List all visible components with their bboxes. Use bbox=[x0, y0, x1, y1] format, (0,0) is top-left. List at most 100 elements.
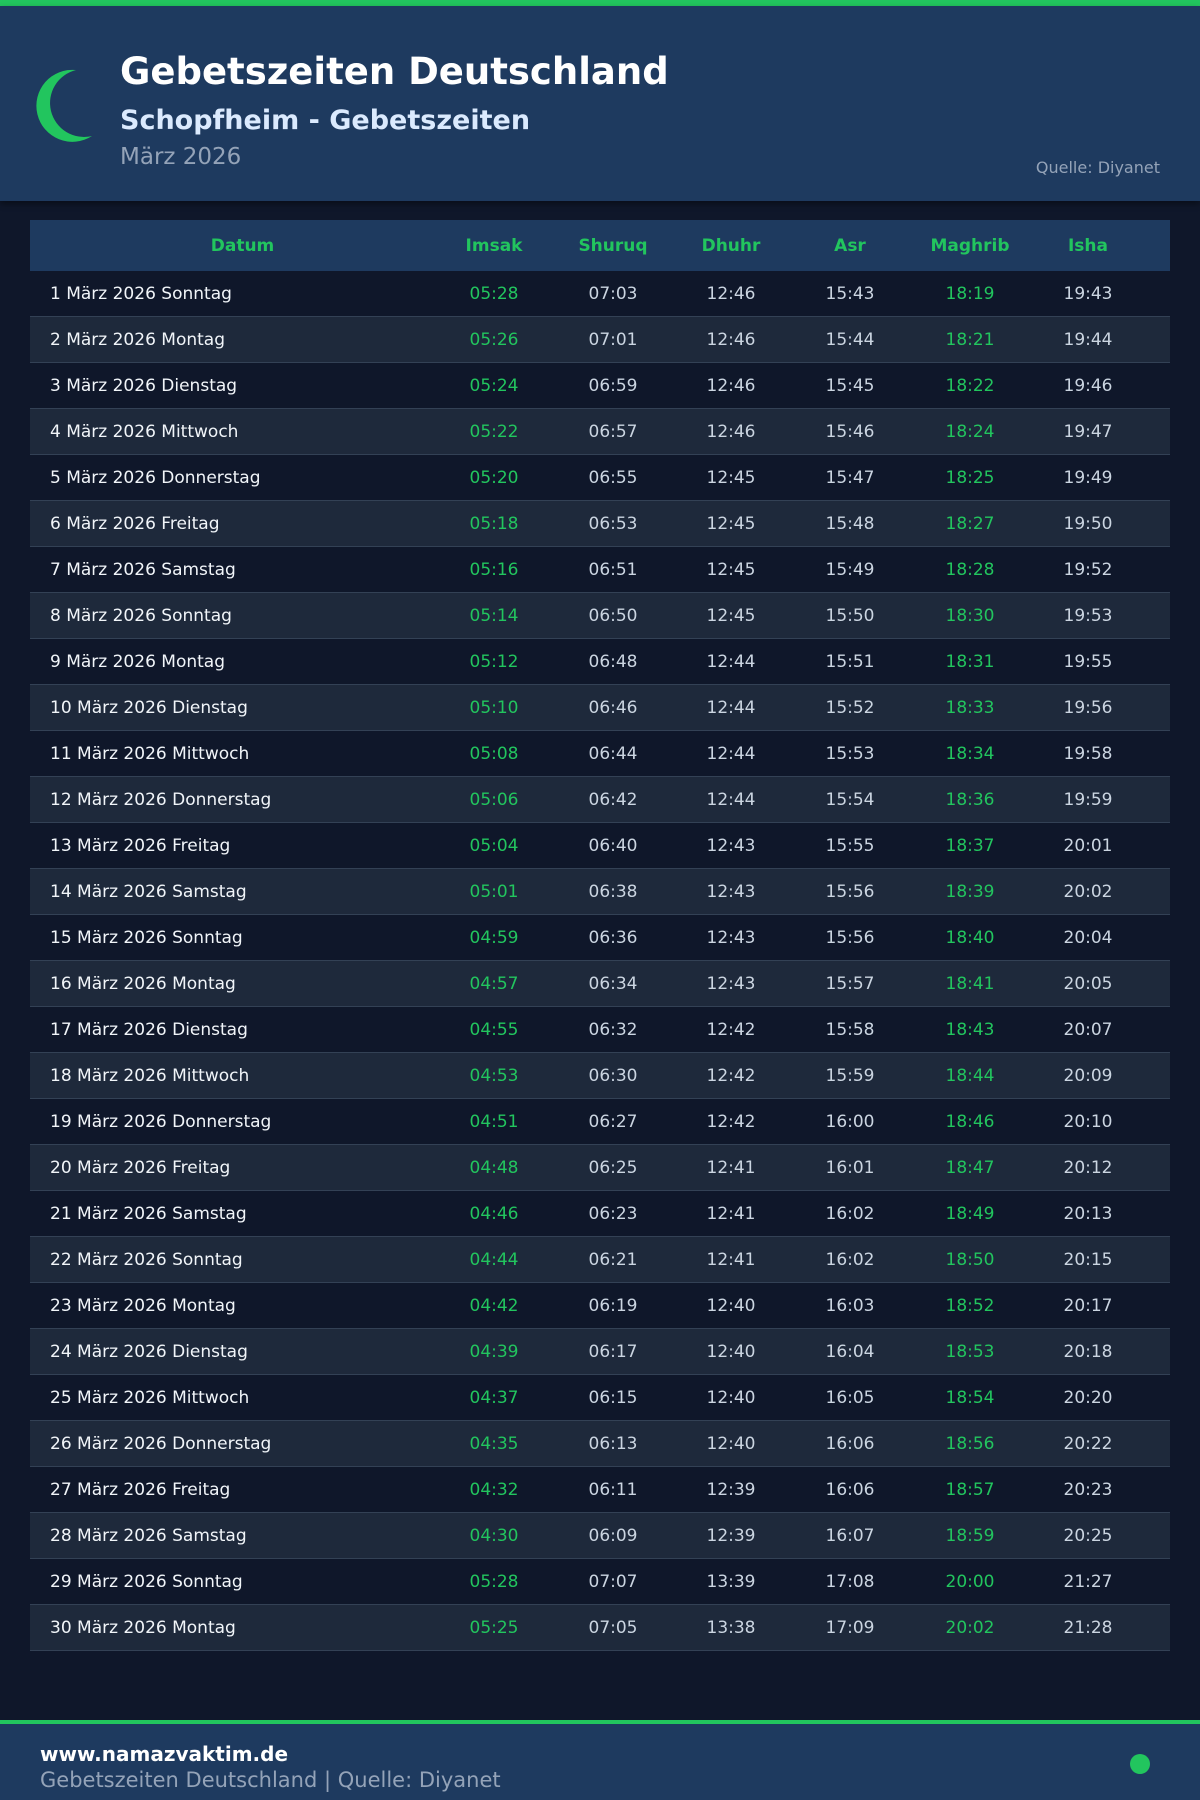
cell-shuruq: 06:13 bbox=[588, 1433, 638, 1454]
cell-shuruq: 06:53 bbox=[588, 513, 638, 534]
cell-isha: 20:22 bbox=[1063, 1433, 1113, 1454]
cell-asr: 15:49 bbox=[825, 559, 875, 580]
cell-dhuhr: 12:41 bbox=[706, 1157, 756, 1178]
prayer-times-table: Datum Imsak Shuruq Dhuhr Asr Maghrib Ish… bbox=[30, 220, 1170, 1651]
cell-maghrib: 18:39 bbox=[945, 881, 995, 902]
cell-date: 15 März 2026 Sonntag bbox=[50, 927, 243, 948]
cell-asr: 15:53 bbox=[825, 743, 875, 764]
cell-date: 3 März 2026 Dienstag bbox=[50, 375, 238, 396]
cell-isha: 19:46 bbox=[1063, 375, 1113, 396]
cell-date: 30 März 2026 Montag bbox=[50, 1617, 236, 1638]
cell-maghrib: 18:25 bbox=[945, 467, 995, 488]
cell-shuruq: 06:15 bbox=[588, 1387, 638, 1408]
cell-shuruq: 07:07 bbox=[588, 1571, 638, 1592]
cell-asr: 16:06 bbox=[825, 1479, 875, 1500]
cell-shuruq: 06:27 bbox=[588, 1111, 638, 1132]
cell-shuruq: 07:05 bbox=[588, 1617, 638, 1638]
crescent-moon-icon bbox=[36, 69, 92, 142]
cell-date: 5 März 2026 Donnerstag bbox=[50, 467, 261, 488]
cell-imsak: 05:04 bbox=[469, 835, 519, 856]
table-row: 12 März 2026 Donnerstag 05:06 06:42 12:44 15… bbox=[30, 777, 1170, 823]
table-row: 19 März 2026 Donnerstag 04:51 06:27 12:42 16… bbox=[30, 1099, 1170, 1145]
cell-dhuhr: 13:39 bbox=[706, 1571, 756, 1592]
cell-imsak: 04:35 bbox=[469, 1433, 519, 1454]
cell-date: 13 März 2026 Freitag bbox=[50, 835, 231, 856]
cell-date: 6 März 2026 Freitag bbox=[50, 513, 220, 534]
cell-date: 27 März 2026 Freitag bbox=[50, 1479, 231, 1500]
cell-imsak: 05:25 bbox=[469, 1617, 519, 1638]
table-row: 6 März 2026 Freitag 05:18 06:53 12:45 15:48 1… bbox=[30, 501, 1170, 547]
cell-maghrib: 18:57 bbox=[945, 1479, 995, 1500]
cell-date: 16 März 2026 Montag bbox=[50, 973, 236, 994]
cell-isha: 20:01 bbox=[1063, 835, 1113, 856]
cell-shuruq: 06:51 bbox=[588, 559, 638, 580]
table-row: 15 März 2026 Sonntag 04:59 06:36 12:43 15:56… bbox=[30, 915, 1170, 961]
table-row: 1 März 2026 Sonntag 05:28 07:03 12:46 15:43 1… bbox=[30, 271, 1170, 317]
cell-asr: 15:44 bbox=[825, 329, 875, 350]
cell-maghrib: 18:28 bbox=[945, 559, 995, 580]
cell-maghrib: 18:30 bbox=[945, 605, 995, 626]
cell-imsak: 04:39 bbox=[469, 1341, 519, 1362]
cell-imsak: 04:46 bbox=[469, 1203, 519, 1224]
source-label: Quelle: Diyanet bbox=[1035, 158, 1160, 177]
cell-asr: 16:04 bbox=[825, 1341, 875, 1362]
cell-asr: 15:51 bbox=[825, 651, 875, 672]
cell-dhuhr: 12:46 bbox=[706, 329, 756, 350]
cell-asr: 15:58 bbox=[825, 1019, 875, 1040]
cell-shuruq: 06:46 bbox=[588, 697, 638, 718]
cell-isha: 19:58 bbox=[1063, 743, 1113, 764]
footer: www.namazvaktim.de Gebetszeiten Deutschl… bbox=[0, 1720, 1200, 1800]
cell-imsak: 05:12 bbox=[469, 651, 519, 672]
cell-dhuhr: 12:43 bbox=[706, 881, 756, 902]
table-row: 13 März 2026 Freitag 05:04 06:40 12:43 15:55… bbox=[30, 823, 1170, 869]
cell-dhuhr: 12:40 bbox=[706, 1295, 756, 1316]
cell-shuruq: 06:32 bbox=[588, 1019, 638, 1040]
cell-imsak: 05:26 bbox=[469, 329, 519, 350]
cell-date: 24 März 2026 Dienstag bbox=[50, 1341, 248, 1362]
cell-shuruq: 06:59 bbox=[588, 375, 638, 396]
cell-imsak: 04:37 bbox=[469, 1387, 519, 1408]
table-row: 3 März 2026 Dienstag 05:24 06:59 12:46 15:45… bbox=[30, 363, 1170, 409]
cell-maghrib: 18:52 bbox=[945, 1295, 995, 1316]
cell-date: 28 März 2026 Samstag bbox=[50, 1525, 247, 1546]
table-row: 11 März 2026 Mittwoch 05:08 06:44 12:44 15:5… bbox=[30, 731, 1170, 777]
cell-date: 8 März 2026 Sonntag bbox=[50, 605, 232, 626]
cell-shuruq: 06:19 bbox=[588, 1295, 638, 1316]
cell-dhuhr: 12:40 bbox=[706, 1387, 756, 1408]
cell-asr: 15:43 bbox=[825, 283, 875, 304]
table-row: 10 März 2026 Dienstag 05:10 06:46 12:44 15:5… bbox=[30, 685, 1170, 731]
cell-imsak: 04:57 bbox=[469, 973, 519, 994]
cell-isha: 20:15 bbox=[1063, 1249, 1113, 1270]
cell-asr: 16:05 bbox=[825, 1387, 875, 1408]
cell-imsak: 04:59 bbox=[469, 927, 519, 948]
cell-asr: 17:08 bbox=[825, 1571, 875, 1592]
table-row: 28 März 2026 Samstag 04:30 06:09 12:39 16:07… bbox=[30, 1513, 1170, 1559]
cell-imsak: 05:22 bbox=[469, 421, 519, 442]
cell-maghrib: 18:50 bbox=[945, 1249, 995, 1270]
cell-shuruq: 06:40 bbox=[588, 835, 638, 856]
cell-dhuhr: 12:42 bbox=[706, 1019, 756, 1040]
cell-dhuhr: 12:46 bbox=[706, 421, 756, 442]
cell-maghrib: 18:43 bbox=[945, 1019, 995, 1040]
cell-maghrib: 18:21 bbox=[945, 329, 995, 350]
cell-maghrib: 18:22 bbox=[945, 375, 995, 396]
cell-imsak: 05:24 bbox=[469, 375, 519, 396]
cell-date: 23 März 2026 Montag bbox=[50, 1295, 236, 1316]
table-row: 30 März 2026 Montag 05:25 07:05 13:38 17:09 2… bbox=[30, 1605, 1170, 1651]
cell-shuruq: 06:57 bbox=[588, 421, 638, 442]
cell-date: 22 März 2026 Sonntag bbox=[50, 1249, 243, 1270]
cell-isha: 20:25 bbox=[1063, 1525, 1113, 1546]
footer-text: Gebetszeiten Deutschland | Quelle: Diyan… bbox=[40, 1768, 501, 1792]
cell-asr: 15:55 bbox=[825, 835, 875, 856]
cell-isha: 19:52 bbox=[1063, 559, 1113, 580]
cell-imsak: 04:53 bbox=[469, 1065, 519, 1086]
cell-date: 11 März 2026 Mittwoch bbox=[50, 743, 250, 764]
cell-isha: 20:20 bbox=[1063, 1387, 1113, 1408]
cell-shuruq: 06:50 bbox=[588, 605, 638, 626]
cell-shuruq: 06:48 bbox=[588, 651, 638, 672]
cell-asr: 16:06 bbox=[825, 1433, 875, 1454]
cell-asr: 16:07 bbox=[825, 1525, 875, 1546]
footer-site-link[interactable]: www.namazvaktim.de bbox=[40, 1742, 289, 1766]
cell-asr: 15:48 bbox=[825, 513, 875, 534]
cell-dhuhr: 12:39 bbox=[706, 1525, 756, 1546]
